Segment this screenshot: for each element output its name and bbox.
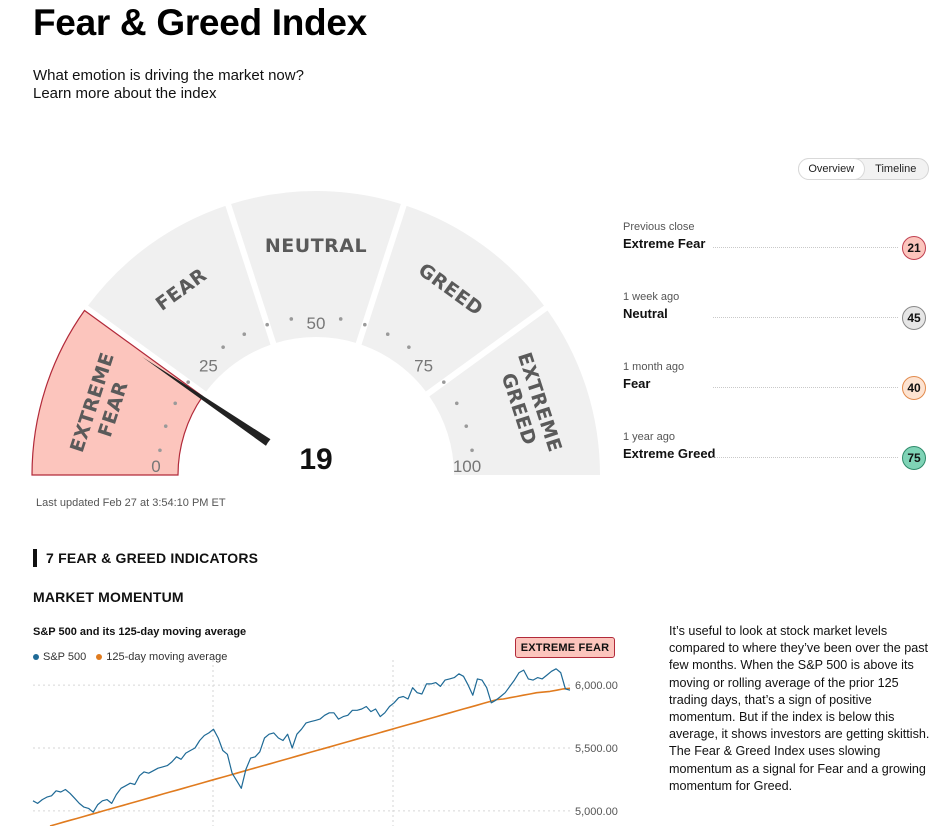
gauge-dot (442, 380, 446, 384)
history-label: Neutral (623, 306, 668, 321)
history-when: Previous close (623, 221, 695, 233)
learn-more-link[interactable]: Learn more about the index (33, 85, 217, 102)
legend-moving-average: 125-day moving average (96, 651, 227, 663)
gauge-needle (142, 356, 282, 454)
legend-sp500: S&P 500 (33, 651, 86, 663)
history-badge: 75 (902, 446, 926, 470)
page-subtitle: What emotion is driving the market now? (33, 67, 304, 84)
y-tick-label: 5,500.00 (575, 743, 618, 755)
y-tick-label: 6,000.00 (575, 680, 618, 692)
chart-title: S&P 500 and its 125-day moving average (33, 626, 247, 638)
history-badge: 40 (902, 376, 926, 400)
history-leader (713, 317, 898, 318)
tab-timeline[interactable]: Timeline (875, 163, 917, 175)
history-leader (713, 457, 898, 458)
gauge-segment-extreme_greed (429, 310, 600, 475)
history-item-1-week: 1 week ago Neutral 45 (623, 290, 928, 360)
gauge-tick-label: 0 (151, 457, 160, 476)
momentum-rating-badge: EXTREME FEAR (515, 637, 615, 658)
fear-greed-gauge: EXTREMEFEARFEARNEUTRALGREEDEXTREMEGREED … (31, 191, 600, 480)
gauge-dot (363, 322, 367, 327)
indicators-heading: 7 FEAR & GREED INDICATORS (33, 549, 258, 567)
legend-dot-sp500 (33, 654, 39, 660)
gauge-hub (258, 417, 374, 480)
gauge-dot (221, 345, 225, 349)
history-badge: 21 (902, 236, 926, 260)
legend-label-moving-average: 125-day moving average (106, 651, 228, 663)
series-line-moving-average (49, 687, 571, 826)
series-line-sp500 (32, 668, 571, 813)
gauge-segment-extreme_fear (31, 309, 204, 476)
y-tick-label: 5,000.00 (575, 806, 618, 818)
gauge-label-line: NEUTRAL (265, 235, 367, 257)
page-title: Fear & Greed Index (33, 2, 367, 43)
view-toggle: Overview Timeline (798, 158, 929, 180)
history-label: Extreme Greed (623, 446, 716, 461)
history-when: 1 month ago (623, 361, 685, 373)
last-updated: Last updated Feb 27 at 3:54:10 PM ET (36, 497, 226, 509)
history-list: Previous close Extreme Fear 21 1 week ag… (623, 220, 928, 500)
gauge-dot (385, 332, 390, 337)
gauge-dot (454, 401, 459, 406)
history-when: 1 week ago (623, 291, 680, 303)
gauge-dot (158, 448, 162, 453)
history-badge: 45 (902, 306, 926, 330)
gauge-segment-fear (88, 205, 271, 392)
gauge-dot (464, 424, 469, 428)
gauge-segment-neutral (231, 191, 401, 343)
gauge-dot (407, 345, 411, 349)
indicators-heading-text: 7 FEAR & GREED INDICATORS (46, 550, 259, 566)
gauge-dot (265, 322, 269, 327)
market-momentum-title: MARKET MOMENTUM (33, 589, 184, 605)
legend-dot-moving-average (96, 654, 103, 660)
gauge-tick-label: 25 (199, 356, 218, 375)
momentum-description: It’s useful to look at stock market leve… (669, 624, 930, 793)
history-label: Extreme Fear (623, 236, 706, 251)
gauge-dot (173, 401, 178, 406)
gauge-tick-label: 75 (414, 356, 433, 375)
gauge-dot (338, 317, 343, 321)
gauge-dot (470, 448, 474, 453)
heading-accent-bar (33, 549, 37, 567)
gauge-tick-label: 50 (307, 314, 326, 333)
gauge-dot (289, 317, 294, 321)
gauge-dot (163, 424, 168, 428)
history-when: 1 year ago (623, 431, 675, 443)
legend-label-sp500: S&P 500 (43, 651, 87, 663)
gauge-label-neutral: NEUTRAL (265, 235, 367, 257)
gauge-dot (242, 332, 247, 337)
history-item-1-month: 1 month ago Fear 40 (623, 360, 928, 430)
gauge-tick-label: 100 (453, 457, 481, 476)
gauge-value: 19 (299, 443, 332, 476)
history-leader (713, 247, 898, 248)
history-item-previous-close: Previous close Extreme Fear 21 (623, 220, 928, 290)
chart-legend: S&P 500 125-day moving average (33, 651, 237, 663)
momentum-chart: 6,000.00 5,500.00 5,000.00 (32, 660, 618, 826)
history-label: Fear (623, 376, 651, 391)
gauge-segment-greed (361, 205, 544, 392)
gauge-dot (186, 380, 190, 384)
tab-overview[interactable]: Overview (799, 159, 864, 179)
history-leader (713, 387, 898, 388)
history-item-1-year: 1 year ago Extreme Greed 75 (623, 430, 928, 500)
